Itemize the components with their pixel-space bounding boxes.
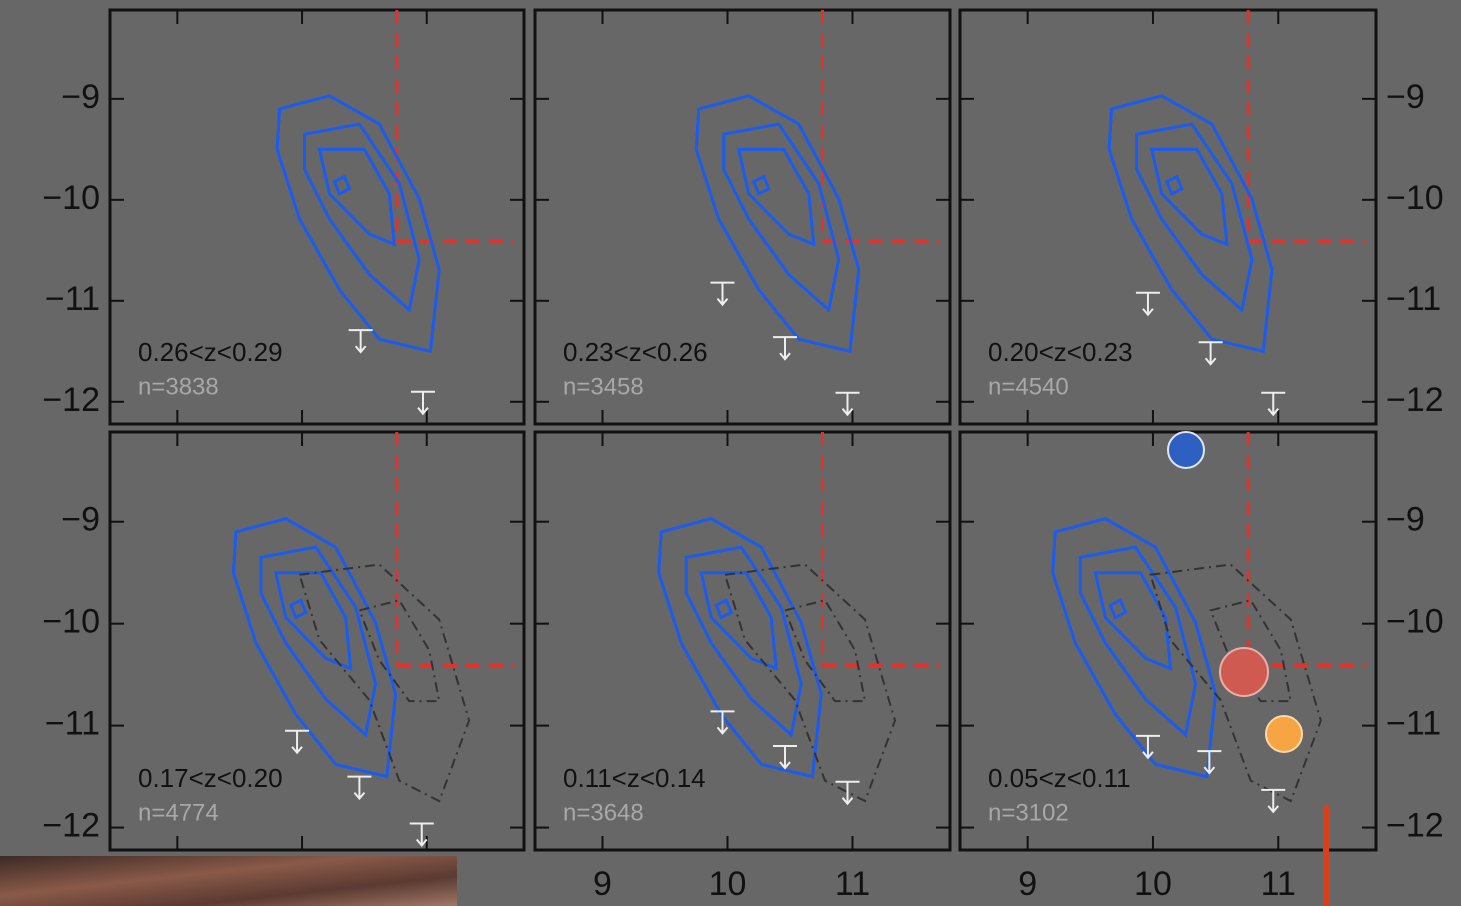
y-tick-label: −10 bbox=[42, 603, 100, 641]
blue-marker bbox=[1168, 432, 1204, 468]
red-marker bbox=[1220, 648, 1268, 696]
y-tick-label: −9 bbox=[1386, 78, 1425, 116]
y-tick-label: −11 bbox=[1386, 280, 1441, 318]
count-label: n=4540 bbox=[988, 373, 1069, 400]
x-tick-label: 9 bbox=[593, 865, 612, 903]
y-tick-label: −12 bbox=[1386, 807, 1444, 845]
background-image bbox=[0, 856, 457, 906]
x-tick-label: 11 bbox=[835, 865, 870, 903]
red-bar bbox=[1323, 805, 1329, 906]
count-label: n=3102 bbox=[988, 799, 1069, 826]
y-tick-label: −12 bbox=[42, 381, 100, 419]
redshift-label: 0.17<z<0.20 bbox=[138, 763, 283, 793]
y-tick-label: −12 bbox=[42, 807, 100, 845]
y-tick-label: −9 bbox=[61, 78, 100, 116]
count-label: n=3458 bbox=[563, 373, 644, 400]
orange-marker bbox=[1266, 716, 1302, 752]
y-tick-label: −9 bbox=[1386, 501, 1425, 539]
y-tick-label: −10 bbox=[1386, 603, 1444, 641]
x-tick-label: 10 bbox=[709, 865, 747, 903]
count-label: n=4774 bbox=[138, 799, 219, 826]
y-tick-label: −11 bbox=[45, 280, 100, 318]
x-tick-label: 11 bbox=[1261, 865, 1296, 903]
y-tick-label: −11 bbox=[45, 705, 100, 743]
redshift-label: 0.11<z<0.14 bbox=[563, 763, 706, 793]
count-label: n=3648 bbox=[563, 799, 644, 826]
y-tick-label: −9 bbox=[61, 501, 100, 539]
redshift-label: 0.23<z<0.26 bbox=[563, 337, 708, 367]
figure: −9 −10 −11 −12 0.26<z<0.29 n=3838 0.23<z<0.26 n… bbox=[0, 0, 1461, 906]
x-tick-label: 10 bbox=[1134, 865, 1172, 903]
x-tick-label: 9 bbox=[1018, 865, 1037, 903]
redshift-label: 0.26<z<0.29 bbox=[138, 337, 283, 367]
y-tick-label: −10 bbox=[42, 179, 100, 217]
redshift-label: 0.20<z<0.23 bbox=[988, 337, 1133, 367]
redshift-label: 0.05<z<0.11 bbox=[988, 763, 1131, 793]
y-tick-label: −10 bbox=[1386, 179, 1444, 217]
page: {"chart_data":[ {"type":"contour","label… bbox=[0, 0, 1461, 906]
y-tick-label: −12 bbox=[1386, 381, 1444, 419]
count-label: n=3838 bbox=[138, 373, 219, 400]
y-tick-label: −11 bbox=[1386, 705, 1441, 743]
plots: −9 −10 −11 −12 0.26<z<0.29 n=3838 0.23<z<0.26 n… bbox=[42, 10, 1443, 903]
